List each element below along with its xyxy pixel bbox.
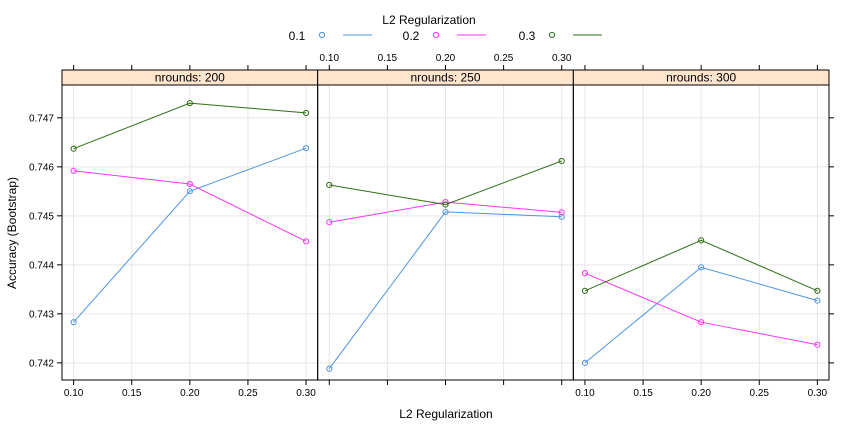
legend-marker-0.2 <box>432 31 440 39</box>
y-tick-label: 0.747 <box>29 113 54 124</box>
y-axis: 0.742 0.743 0.744 0.745 0.746 0.747 <box>29 113 834 369</box>
data-point <box>70 167 77 174</box>
data-point <box>581 359 589 366</box>
data-point <box>814 287 821 294</box>
data-point <box>814 297 821 304</box>
panel-strip <box>573 70 829 85</box>
x-tick-label-top: 0.10 <box>320 53 340 64</box>
data-point <box>814 341 821 348</box>
data-point <box>698 264 705 271</box>
panel-2: nrounds: 250 <box>317 69 574 381</box>
data-point <box>326 181 333 189</box>
x-axis-bottom: 0.10 0.15 0.20 0.25 0.30 0.10 0.15 0.20 0.25 0.30 <box>64 380 828 399</box>
series-line-0.3 <box>584 239 818 292</box>
series-line-0.1 <box>73 147 307 323</box>
panel-3: nrounds: 300 <box>572 69 830 381</box>
y-tick-label: 0.746 <box>29 162 54 173</box>
y-tick-label: 0.745 <box>29 211 54 222</box>
data-point <box>186 100 193 107</box>
x-tick-label: 0.25 <box>750 388 770 399</box>
panel-strip-label: nrounds: 300 <box>666 71 736 85</box>
panel-strip <box>62 70 318 85</box>
data-point <box>302 109 310 117</box>
series-line-0.3 <box>73 102 307 150</box>
panels: nrounds: 200 nrounds: 250 nrounds: 300 <box>61 69 830 381</box>
x-tick-label: 0.20 <box>691 388 711 399</box>
data-point <box>186 188 193 195</box>
panel-strip-label: nrounds: 200 <box>155 71 225 85</box>
data-point <box>70 319 77 326</box>
data-point <box>581 270 589 277</box>
legend-label-0.1: 0.1 <box>289 29 306 43</box>
x-tick-label-top: 0.20 <box>436 53 456 64</box>
data-point <box>70 145 77 152</box>
legend: L2 Regularization 0.1 0.2 0.3 <box>289 13 602 43</box>
data-point <box>698 319 705 326</box>
x-tick-label: 0.25 <box>238 388 258 399</box>
x-tick-label: 0.30 <box>296 388 316 399</box>
series-line-0.3 <box>329 160 562 206</box>
data-point <box>326 365 333 372</box>
data-point <box>302 145 310 152</box>
x-tick-label: 0.10 <box>575 388 595 399</box>
y-tick-label: 0.742 <box>29 358 54 369</box>
data-point <box>186 180 193 188</box>
legend-label-0.2: 0.2 <box>403 29 420 43</box>
data-point <box>558 209 565 216</box>
data-point <box>326 219 333 226</box>
x-tick-label: 0.10 <box>64 388 84 399</box>
series-line-0.2 <box>73 170 307 242</box>
x-tick-label: 0.15 <box>633 388 653 399</box>
legend-marker-0.1 <box>318 31 326 39</box>
x-tick-label-top: 0.25 <box>494 53 514 64</box>
series-line-0.2 <box>584 272 818 346</box>
data-point <box>581 287 589 294</box>
data-point <box>302 238 310 245</box>
data-point <box>698 237 705 244</box>
x-tick-label-top: 0.15 <box>378 53 398 64</box>
legend-title: L2 Regularization <box>382 13 475 27</box>
y-tick-label: 0.744 <box>29 260 54 271</box>
panel-strip <box>317 70 574 85</box>
x-axis-top: 0.10 0.15 0.20 0.25 0.30 <box>73 53 818 70</box>
data-point <box>558 157 565 165</box>
series-line-0.1 <box>328 211 562 369</box>
y-tick-label: 0.743 <box>29 309 54 320</box>
x-tick-label: 0.15 <box>122 388 142 399</box>
x-tick-label-top: 0.30 <box>552 53 572 64</box>
legend-label-0.3: 0.3 <box>519 29 536 43</box>
legend-marker-0.3 <box>548 31 556 39</box>
x-tick-label: 0.20 <box>180 388 200 399</box>
data-point <box>558 213 565 220</box>
x-axis-title: L2 Regularization <box>399 407 492 421</box>
panel-1: nrounds: 200 <box>61 69 319 381</box>
panel-strip-label: nrounds: 250 <box>410 71 480 85</box>
series-line-0.1 <box>584 266 818 364</box>
x-tick-label: 0.30 <box>808 388 828 399</box>
y-axis-title: Accuracy (Bootstrap) <box>5 177 19 289</box>
data-point <box>442 208 449 216</box>
data-point <box>442 201 449 208</box>
